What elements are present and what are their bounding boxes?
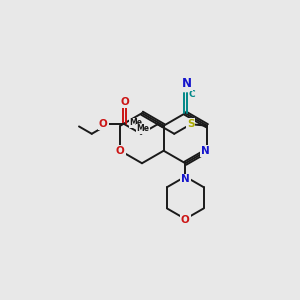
Text: N: N	[181, 174, 190, 184]
Text: N: N	[201, 146, 210, 156]
Text: Me: Me	[136, 124, 149, 133]
Text: O: O	[120, 97, 129, 107]
Text: C: C	[188, 90, 195, 99]
Text: N: N	[182, 77, 192, 90]
Text: O: O	[99, 119, 108, 129]
Text: Me: Me	[129, 118, 142, 127]
Text: O: O	[181, 214, 190, 225]
Text: S: S	[187, 119, 195, 129]
Text: O: O	[116, 146, 125, 156]
